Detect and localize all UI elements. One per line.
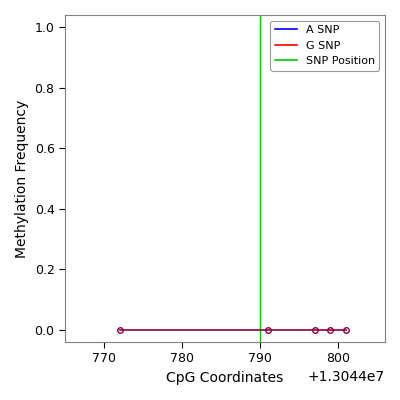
Legend: A SNP, G SNP, SNP Position: A SNP, G SNP, SNP Position [270,20,380,70]
X-axis label: CpG Coordinates: CpG Coordinates [166,371,284,385]
Y-axis label: Methylation Frequency: Methylation Frequency [15,99,29,258]
